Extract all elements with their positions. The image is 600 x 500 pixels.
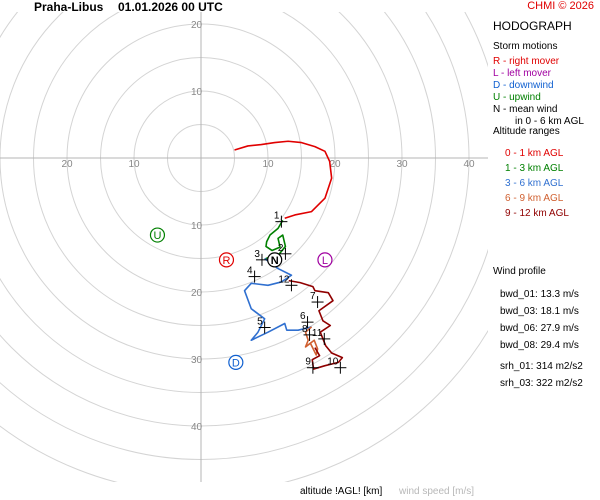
wind-speed-axis-label: wind speed [m/s] xyxy=(399,486,475,497)
height-marker-label: 8 xyxy=(302,324,308,335)
storm-motions-title: Storm motions xyxy=(493,41,558,52)
altitude-range-item: 3 - 6 km AGL xyxy=(505,178,564,189)
storm-motion-label: D xyxy=(232,357,240,369)
altitude-axis-label: altitude !AGL! [km] xyxy=(300,486,383,497)
storm-motion-marker xyxy=(218,252,235,268)
storm-motion-label: L xyxy=(322,255,328,267)
wind-profile-item: bwd_01: 13.3 m/s xyxy=(500,289,579,300)
x-tick-label: 10 xyxy=(262,159,274,170)
hodograph-segment xyxy=(264,219,287,260)
storm-motion-item: in 0 - 6 km AGL xyxy=(515,116,584,127)
height-marker-label: 5 xyxy=(257,317,263,328)
height-marker-label: 12 xyxy=(278,274,290,285)
altitude-range-item: 6 - 9 km AGL xyxy=(505,193,564,204)
storm-motion-marker xyxy=(267,252,283,268)
altitude-ranges-legend: 0 - 1 km AGL 1 - 3 km AGL 3 - 6 km AGL 6… xyxy=(505,146,569,221)
height-marker-label: 9 xyxy=(305,357,311,368)
wind-profile-item: bwd_03: 18.1 m/s xyxy=(500,306,579,317)
y-tick-label: 10 xyxy=(191,221,203,232)
x-tick-label: 20 xyxy=(329,159,341,170)
y-tick-label: 20 xyxy=(191,288,203,299)
storm-motion-item: D - downwind xyxy=(493,80,554,91)
storm-motion-marker xyxy=(149,227,166,243)
wind-profile-list: bwd_01: 13.3 m/s bwd_03: 18.1 m/s bwd_06… xyxy=(500,286,583,392)
height-marker-label: 3 xyxy=(254,249,260,260)
storm-motion-label: U xyxy=(153,230,161,242)
station-name: Praha-Libus xyxy=(34,0,104,14)
storm-motion-item: U - upwind xyxy=(493,92,541,103)
wind-profile-title: Wind profile xyxy=(493,266,546,277)
hodograph-segment xyxy=(288,279,344,370)
storm-motion-item: L - left mover xyxy=(493,68,551,79)
altitude-range-item: 1 - 3 km AGL xyxy=(505,163,564,174)
storm-motion-item: R - right mover xyxy=(493,56,560,67)
height-marker-label: 2 xyxy=(278,243,284,254)
grid xyxy=(0,12,488,482)
wind-profile-item: bwd_06: 27.9 m/s xyxy=(500,323,579,334)
height-marker-label: 7 xyxy=(310,291,316,302)
altitude-range-item: 9 - 12 km AGL xyxy=(505,208,569,219)
hodograph-segment xyxy=(234,140,333,220)
hodograph-segment xyxy=(243,257,312,342)
altitude-range-item: 0 - 1 km AGL xyxy=(505,148,564,159)
height-marker-label: 6 xyxy=(300,311,306,322)
hodograph-segment xyxy=(304,326,319,356)
wind-profile-item: srh_03: 322 m2/s2 xyxy=(500,378,583,389)
y-tick-label: 20 xyxy=(191,20,203,31)
height-marker-label: 10 xyxy=(327,357,339,368)
wind-profile-item: srh_01: 314 m2/s2 xyxy=(500,361,583,372)
height-marker-label: 1 xyxy=(274,211,280,222)
y-tick-label: 10 xyxy=(191,87,203,98)
wind-profile-item: bwd_08: 29.4 m/s xyxy=(500,340,579,351)
storm-motion-item: N - mean wind xyxy=(493,104,558,115)
x-tick-label: 30 xyxy=(396,159,408,170)
height-marker-label: 4 xyxy=(247,266,253,277)
storm-motion-label: R xyxy=(222,255,230,267)
panel-title: HODOGRAPH xyxy=(493,19,572,33)
x-tick-label: 40 xyxy=(463,159,475,170)
storm-motion-label: N xyxy=(271,255,279,267)
storm-motions-legend: R - right mover L - left mover D - downw… xyxy=(493,56,584,128)
y-tick-label: 40 xyxy=(191,422,203,433)
y-tick-label: 30 xyxy=(191,355,203,366)
height-marker-label: 11 xyxy=(312,328,323,339)
storm-motion-marker xyxy=(317,252,333,268)
altitude-ranges-title: Altitude ranges xyxy=(493,126,560,137)
storm-motion-marker xyxy=(228,354,244,370)
x-tick-label: 20 xyxy=(61,159,73,170)
x-tick-label: 10 xyxy=(128,159,140,170)
range-ring xyxy=(0,12,488,460)
observation-time: 01.01.2026 00 UTC xyxy=(118,0,223,14)
credit-label: CHMI © 2026 xyxy=(527,0,594,12)
